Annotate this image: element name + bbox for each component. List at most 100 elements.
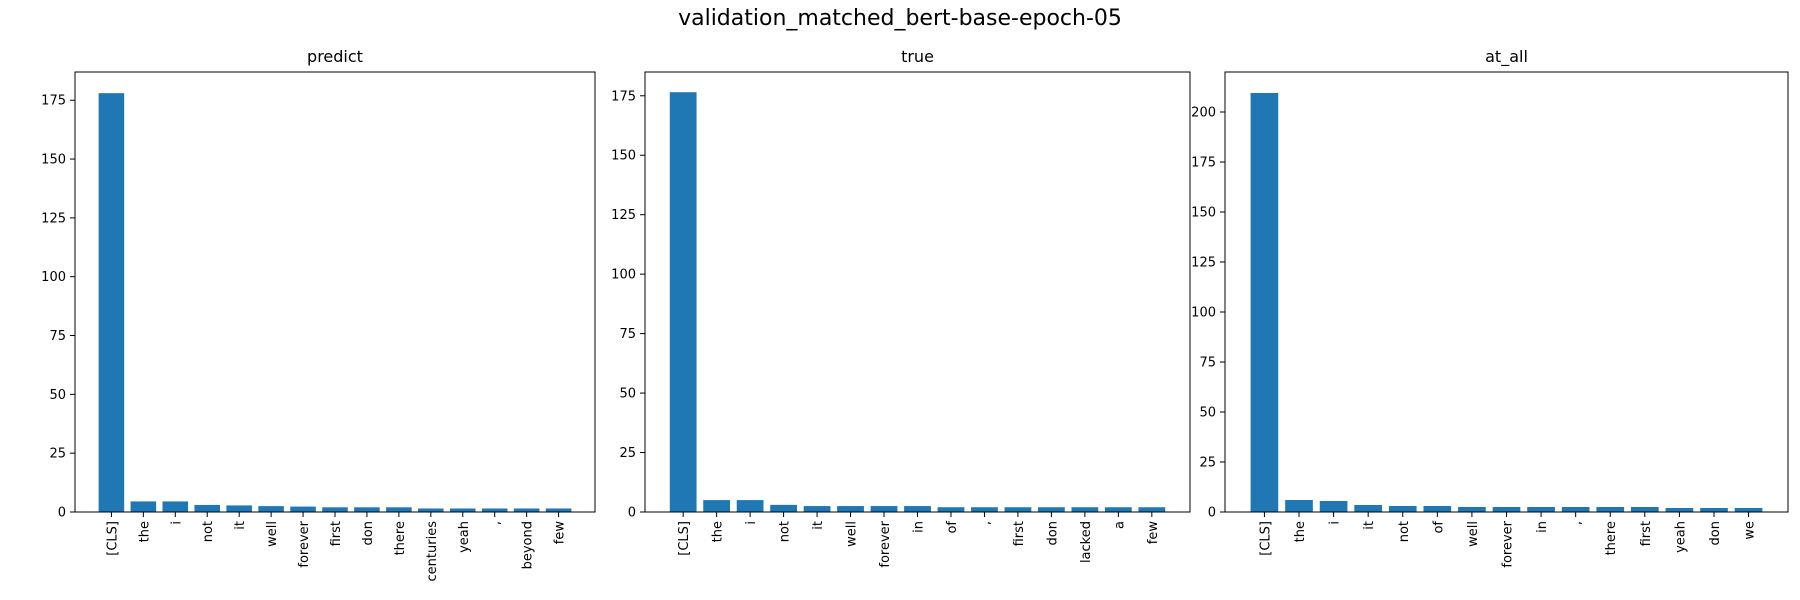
y-tick-label: 125 <box>611 208 636 223</box>
y-tick-label: 175 <box>611 89 636 104</box>
x-tick-label: well <box>845 521 860 547</box>
x-tick-label: the <box>1293 521 1308 542</box>
x-tick-label: not <box>778 521 793 542</box>
axes-frame <box>1224 71 1789 513</box>
x-tick-label: yeah <box>457 521 472 553</box>
chart-panel-true: true [CLS] the i not it well forever in of, first d… <box>611 47 1191 568</box>
x-tick-label: , <box>978 521 993 525</box>
y-tick-label: 175 <box>1191 156 1216 171</box>
x-tick-label: there <box>1604 521 1619 555</box>
y-tick-label: 25 <box>619 446 636 461</box>
y-tick-label: 0 <box>628 506 636 521</box>
y-tick-label: 0 <box>58 506 66 521</box>
bar-it <box>1354 505 1383 512</box>
y-tick-label: 125 <box>41 211 66 226</box>
x-tick-label: not <box>1397 521 1412 542</box>
bar-i <box>1319 501 1348 512</box>
x-tick-label: beyond <box>521 521 536 569</box>
bar-beyond <box>513 508 540 512</box>
bar-in <box>904 506 931 512</box>
x-tick-label: i <box>1328 521 1343 525</box>
x-tick-label: [CLS] <box>677 521 692 556</box>
x-tick-label: few <box>1146 521 1161 545</box>
x-tick-label: of <box>1431 521 1446 534</box>
bar-a <box>1104 507 1132 512</box>
y-tick-label: 200 <box>1191 106 1216 121</box>
y-tick-label: 75 <box>1199 356 1216 371</box>
bar-don <box>354 507 380 512</box>
x-tick-label: it <box>233 521 248 530</box>
x-tick-label: first <box>1012 521 1027 546</box>
x-tick-label: few <box>553 521 568 545</box>
x-tick-label: , <box>1570 521 1585 525</box>
bar-well <box>258 506 284 512</box>
x-tick-label: it <box>811 521 826 530</box>
y-tick-label: 150 <box>611 149 636 164</box>
panel-title: predict <box>307 47 363 66</box>
y-tick-label: 75 <box>619 327 636 342</box>
x-tick-label: centuries <box>425 521 440 582</box>
bar-forever <box>1492 507 1521 512</box>
x-tick-label: a <box>1112 521 1127 529</box>
x-tick-label: , <box>489 521 504 525</box>
bar-not <box>1388 506 1417 512</box>
bar-not <box>194 504 221 512</box>
bar-[CLS] <box>1250 93 1279 512</box>
bar-yeah <box>1665 508 1694 512</box>
bar-the <box>703 500 731 512</box>
bar-of <box>937 507 965 512</box>
bar-few <box>1138 507 1166 512</box>
x-tick-label: in <box>1535 521 1550 533</box>
x-tick-label: [CLS] <box>105 521 120 556</box>
y-tick-label: 100 <box>611 268 636 283</box>
bar-we <box>1734 508 1763 512</box>
x-tick-label: first <box>1639 521 1654 546</box>
x-tick-label: first <box>329 521 344 546</box>
bar-it <box>226 505 252 512</box>
bar-don <box>1700 508 1728 512</box>
bar-it <box>803 506 831 512</box>
bar-few <box>545 508 572 512</box>
x-tick-label: we <box>1743 521 1758 540</box>
y-tick-label: 50 <box>49 388 66 403</box>
bar-well <box>1458 507 1486 512</box>
y-tick-label: 25 <box>1199 456 1216 471</box>
bar-first <box>322 507 348 512</box>
bar-, <box>1561 507 1590 512</box>
bar-[CLS] <box>669 92 697 512</box>
y-tick-label: 75 <box>49 329 66 344</box>
x-tick-label: it <box>1362 521 1377 530</box>
x-tick-label: in <box>912 521 927 533</box>
y-tick-label: 175 <box>41 94 66 109</box>
x-tick-label: the <box>711 521 726 542</box>
x-tick-label: don <box>1708 521 1723 545</box>
bar-of <box>1423 506 1452 512</box>
x-tick-label: don <box>1045 521 1060 545</box>
x-tick-label: [CLS] <box>1258 521 1273 556</box>
bar-first <box>1630 507 1659 512</box>
bar-yeah <box>449 508 476 512</box>
y-tick-label: 125 <box>1191 256 1216 271</box>
y-tick-label: 100 <box>1191 306 1216 321</box>
x-tick-label: i <box>744 521 759 525</box>
x-tick-label: there <box>393 521 408 555</box>
x-tick-label: forever <box>878 520 893 567</box>
x-tick-label: the <box>137 521 152 542</box>
y-tick-label: 50 <box>619 387 636 402</box>
bar-not <box>770 504 797 512</box>
bar-, <box>971 507 998 512</box>
bar-the <box>130 501 157 512</box>
bar-well <box>837 506 864 512</box>
y-tick-label: 150 <box>41 153 66 168</box>
y-tick-label: 50 <box>1199 406 1216 421</box>
axes-frame <box>644 71 1191 513</box>
bar-centuries <box>418 508 444 512</box>
x-tick-label: well <box>1466 521 1481 547</box>
x-tick-label: forever <box>1501 520 1516 567</box>
axes-frame <box>74 71 596 513</box>
y-tick-label: 0 <box>1208 506 1216 521</box>
y-tick-label: 25 <box>49 447 66 462</box>
y-tick-label: 150 <box>1191 206 1216 221</box>
bar-there <box>1596 507 1625 512</box>
